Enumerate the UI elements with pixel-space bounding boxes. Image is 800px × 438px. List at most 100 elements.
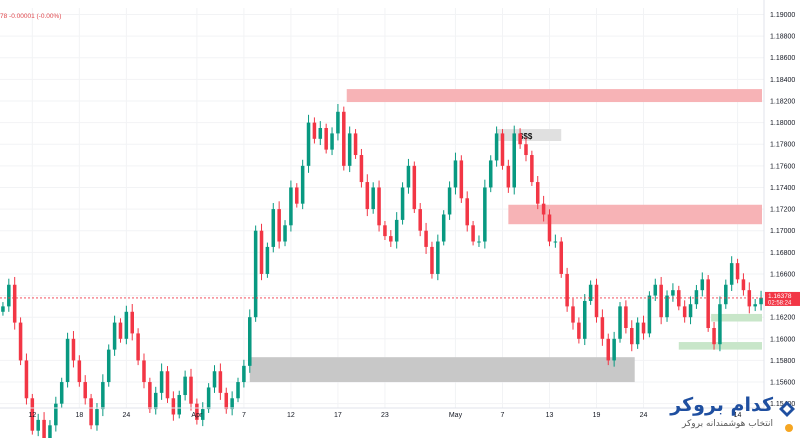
last-price-label: 1.16378 [768, 293, 792, 300]
candle [436, 241, 440, 274]
candle [159, 371, 164, 393]
x-tick-label: 24 [122, 412, 130, 419]
candle [259, 230, 264, 274]
candle [118, 322, 123, 339]
candle [653, 284, 658, 296]
candle [471, 225, 475, 242]
y-tick-label: 1.16200 [770, 315, 795, 322]
candle [524, 144, 528, 156]
y-tick-label: 1.17800 [770, 142, 795, 149]
candle [330, 133, 334, 150]
candle [300, 165, 305, 204]
candle [200, 409, 205, 420]
y-tick-label: 1.18200 [770, 98, 795, 105]
candle [212, 371, 217, 388]
candle [36, 419, 40, 431]
price-change-legend: 78 -0.00001 (-0.00%) [0, 13, 62, 20]
candle [706, 279, 710, 328]
candle [694, 290, 699, 305]
candle [759, 297, 763, 305]
x-tick-label: 18 [75, 412, 83, 419]
candle [71, 338, 76, 361]
candle [54, 403, 58, 426]
candle [641, 322, 646, 334]
y-tick-label: 1.18800 [770, 34, 795, 41]
y-tick-label: 1.17400 [770, 185, 795, 192]
candle [647, 295, 652, 334]
candle [383, 225, 387, 237]
candle [265, 246, 270, 274]
candle [183, 376, 187, 396]
candle [671, 290, 675, 296]
candle [142, 360, 146, 383]
candle [377, 187, 381, 226]
candle [83, 382, 87, 399]
candle [30, 398, 35, 431]
candle [418, 209, 422, 231]
candle [153, 392, 158, 410]
countdown-label: 02:58:24 [768, 300, 792, 306]
candle [612, 338, 616, 361]
candle [494, 133, 499, 161]
candle [424, 230, 428, 247]
candle [483, 187, 487, 242]
candle [148, 382, 152, 410]
candle [1, 306, 5, 312]
candle [289, 187, 293, 226]
candle [571, 306, 575, 323]
candle [430, 246, 434, 274]
candle [559, 241, 564, 274]
candle [412, 165, 417, 210]
candle [459, 160, 464, 199]
candle [277, 209, 281, 242]
candle [253, 230, 258, 318]
candle [77, 360, 82, 383]
y-tick-label: 1.19000 [770, 12, 795, 19]
candle [312, 122, 317, 139]
candle [124, 311, 129, 339]
candle [506, 165, 511, 188]
candle [453, 160, 458, 188]
x-tick-label: 24 [640, 412, 648, 419]
y-tick-label: 1.15600 [770, 380, 795, 387]
y-tick-label: 1.17000 [770, 228, 795, 235]
candle [65, 338, 70, 383]
x-tick-label: 13 [546, 412, 554, 419]
candle [400, 187, 405, 220]
candle [477, 241, 481, 243]
candle [189, 376, 193, 404]
candle [553, 241, 558, 243]
y-tick-label: 1.16800 [770, 250, 795, 257]
candle [741, 279, 746, 291]
candle [535, 182, 540, 204]
candle [700, 279, 705, 291]
candle [12, 284, 17, 323]
candle [283, 225, 287, 242]
candle [318, 128, 323, 139]
candle [606, 338, 611, 361]
candle [206, 387, 211, 410]
candle [218, 371, 223, 393]
candle [682, 306, 687, 318]
logo-subtitle: انتخاب هوشمندانه بروکر [682, 419, 773, 429]
logo-dot-icon [785, 424, 793, 432]
x-tick-label: 7 [501, 412, 505, 419]
candle [353, 133, 358, 156]
broker-logo: کدام بروکر انتخاب هوشمندانه بروکر [670, 392, 800, 438]
candle [718, 304, 722, 345]
candle [106, 349, 111, 383]
logo-title: کدام بروکر [670, 394, 773, 416]
candle [600, 317, 605, 339]
zone-label: $$$ [519, 132, 533, 141]
x-tick-label: 12 [28, 412, 36, 419]
candle [577, 322, 581, 339]
x-tick-label: 17 [334, 412, 342, 419]
candle [735, 263, 740, 280]
candle [530, 155, 534, 183]
y-tick-label: 1.18400 [770, 77, 795, 84]
candle [659, 284, 663, 318]
x-tick-label: 12 [287, 412, 295, 419]
candle [242, 365, 246, 383]
